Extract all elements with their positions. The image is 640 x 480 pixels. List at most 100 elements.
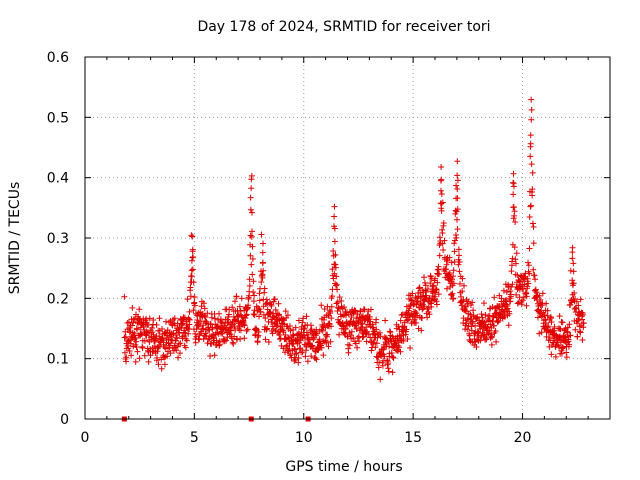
data-point: [312, 354, 319, 361]
data-point: [321, 322, 328, 329]
data-point: [509, 258, 516, 265]
data-point: [374, 354, 381, 361]
data-point: [574, 333, 581, 340]
data-point: [348, 328, 355, 335]
data-point: [253, 327, 260, 334]
data-point: [254, 339, 261, 346]
data-point: [331, 238, 338, 245]
data-point: [443, 261, 450, 268]
data-point: [488, 333, 495, 340]
data-point: [455, 246, 462, 253]
data-point: [328, 315, 335, 322]
data-point: [231, 333, 238, 340]
data-point: [141, 337, 148, 344]
data-point: [145, 358, 152, 365]
data-point: [233, 293, 240, 300]
data-point: [450, 273, 457, 280]
data-point: [514, 300, 521, 307]
data-point: [171, 315, 178, 322]
data-point: [230, 340, 237, 347]
data-point: [357, 307, 364, 314]
data-point: [241, 335, 248, 342]
data-point: [576, 328, 583, 335]
data-point: [339, 305, 346, 312]
data-point: [529, 186, 536, 193]
data-point: [173, 347, 180, 354]
data-point: [244, 326, 251, 333]
y-tick-label: 0.4: [47, 171, 69, 187]
data-point: [159, 325, 166, 332]
data-point: [397, 348, 404, 355]
data-point: [247, 206, 254, 213]
data-point: [283, 343, 290, 350]
data-point: [121, 349, 128, 356]
data-point: [246, 276, 253, 283]
data-point: [478, 311, 485, 318]
data-point: [336, 331, 343, 338]
data-point: [543, 300, 550, 307]
data-point: [458, 302, 465, 309]
data-point: [569, 280, 576, 287]
data-point: [565, 338, 572, 345]
data-point: [571, 290, 578, 297]
data-point: [331, 213, 338, 220]
data-point: [366, 313, 373, 320]
data-point: [527, 202, 534, 209]
data-point: [146, 315, 153, 322]
data-point: [248, 209, 255, 216]
data-point: [136, 306, 143, 313]
data-point: [126, 347, 133, 354]
data-points: [121, 96, 587, 383]
data-point: [301, 325, 308, 332]
data-point: [191, 302, 198, 309]
data-point: [182, 330, 189, 337]
data-point: [443, 285, 450, 292]
data-point: [147, 352, 154, 359]
data-point: [470, 307, 477, 314]
data-point: [437, 187, 444, 194]
data-point: [451, 237, 458, 244]
data-point: [377, 376, 384, 383]
data-point: [205, 336, 212, 343]
data-point: [329, 293, 336, 300]
data-point: [451, 240, 458, 247]
data-point: [264, 325, 271, 332]
data-point: [564, 324, 571, 331]
data-point: [346, 342, 353, 349]
data-point: [341, 304, 348, 311]
data-point: [292, 346, 299, 353]
data-point: [511, 208, 518, 215]
data-point: [436, 234, 443, 241]
x-tick-label: 20: [514, 430, 532, 446]
data-point: [575, 317, 582, 324]
data-point: [318, 302, 325, 309]
y-tick-label: 0.6: [47, 50, 69, 66]
data-point: [424, 314, 431, 321]
data-point: [186, 321, 193, 328]
data-point: [566, 321, 573, 328]
data-point: [259, 259, 266, 266]
data-point: [255, 328, 262, 335]
data-point: [426, 311, 433, 318]
data-point: [189, 266, 196, 273]
data-point: [270, 313, 277, 320]
data-point: [256, 290, 263, 297]
data-point: [190, 253, 197, 260]
y-tick-label: 0: [60, 412, 69, 428]
data-point: [568, 299, 575, 306]
data-point: [397, 333, 404, 340]
data-point: [164, 353, 171, 360]
data-point: [150, 331, 157, 338]
data-point: [448, 259, 455, 266]
data-point: [260, 267, 267, 274]
data-point: [541, 312, 548, 319]
data-point: [133, 344, 140, 351]
data-point: [167, 350, 174, 357]
data-point: [529, 220, 536, 227]
data-point: [194, 316, 201, 323]
data-point: [435, 263, 442, 270]
data-point: [304, 358, 311, 365]
data-point: [297, 345, 304, 352]
data-point: [331, 225, 338, 232]
data-point: [406, 305, 413, 312]
